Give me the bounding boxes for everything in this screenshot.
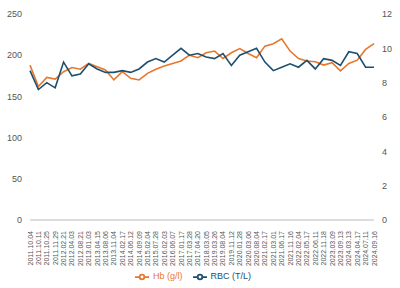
svg-text:2012.02.21: 2012.02.21 bbox=[60, 231, 67, 266]
svg-text:2016.06.07: 2016.06.07 bbox=[169, 231, 176, 266]
svg-text:2020.03.06: 2020.03.06 bbox=[245, 231, 252, 266]
svg-text:10: 10 bbox=[382, 44, 392, 54]
svg-text:200: 200 bbox=[8, 50, 22, 60]
svg-text:2013.11.04: 2013.11.04 bbox=[110, 231, 117, 266]
svg-text:2011.10.11: 2011.10.11 bbox=[35, 231, 42, 265]
svg-text:150: 150 bbox=[8, 92, 22, 102]
svg-text:100: 100 bbox=[8, 133, 22, 143]
svg-text:2022.11.18: 2022.11.18 bbox=[320, 231, 327, 266]
svg-text:2014.06.12: 2014.06.12 bbox=[127, 231, 134, 266]
svg-text:2021.06.17: 2021.06.17 bbox=[278, 231, 285, 266]
svg-text:2022.06.11: 2022.06.11 bbox=[312, 231, 319, 266]
svg-text:2016.02.03: 2016.02.03 bbox=[161, 231, 168, 266]
svg-text:2018.03.05: 2018.03.05 bbox=[203, 231, 210, 266]
svg-text:2021.02.17: 2021.02.17 bbox=[261, 231, 268, 266]
svg-text:2019.11.12: 2019.11.12 bbox=[228, 231, 235, 266]
svg-text:2015.07.28: 2015.07.28 bbox=[152, 231, 159, 266]
svg-text:2017.04.20: 2017.04.20 bbox=[194, 231, 201, 266]
svg-text:2015.02.04: 2015.02.04 bbox=[144, 231, 151, 266]
svg-text:2011.11.29: 2011.11.29 bbox=[52, 231, 59, 265]
svg-text:2020.01.28: 2020.01.28 bbox=[236, 231, 243, 266]
svg-text:2: 2 bbox=[382, 181, 387, 191]
svg-text:0: 0 bbox=[17, 215, 22, 225]
svg-text:250: 250 bbox=[8, 9, 22, 19]
svg-text:2023.03.09: 2023.03.09 bbox=[329, 231, 336, 266]
svg-text:4: 4 bbox=[382, 147, 387, 157]
svg-text:2011.10.04: 2011.10.04 bbox=[27, 231, 34, 266]
svg-text:2024.07.11: 2024.07.11 bbox=[362, 231, 369, 266]
svg-text:2020.08.04: 2020.08.04 bbox=[253, 231, 260, 266]
svg-text:2014.09.09: 2014.09.09 bbox=[136, 231, 143, 266]
svg-text:2021.11.16: 2021.11.16 bbox=[287, 231, 294, 266]
svg-text:2017.01.17: 2017.01.17 bbox=[178, 231, 185, 266]
svg-text:2024.03.13: 2024.03.13 bbox=[345, 231, 352, 266]
svg-text:2024.04.17: 2024.04.17 bbox=[354, 231, 361, 266]
svg-text:12: 12 bbox=[382, 9, 392, 19]
svg-text:2017.03.28: 2017.03.28 bbox=[186, 231, 193, 266]
svg-text:2013.08.06: 2013.08.06 bbox=[102, 231, 109, 266]
svg-text:2012.04.03: 2012.04.03 bbox=[68, 231, 75, 266]
svg-text:6: 6 bbox=[382, 112, 387, 122]
svg-text:2019.08.04: 2019.08.04 bbox=[219, 231, 226, 266]
svg-text:2023.09.13: 2023.09.13 bbox=[337, 231, 344, 266]
svg-text:0: 0 bbox=[382, 215, 387, 225]
svg-text:8: 8 bbox=[382, 78, 387, 88]
svg-text:2013.04.15: 2013.04.15 bbox=[94, 231, 101, 266]
svg-text:2013.01.03: 2013.01.03 bbox=[85, 231, 92, 266]
svg-text:2012.08.21: 2012.08.21 bbox=[77, 231, 84, 266]
svg-text:2011.10.25: 2011.10.25 bbox=[43, 231, 50, 266]
svg-text:2022.02.04: 2022.02.04 bbox=[295, 231, 302, 266]
svg-text:2014.02.17: 2014.02.17 bbox=[119, 231, 126, 266]
svg-text:2024.09.16: 2024.09.16 bbox=[371, 231, 378, 266]
svg-text:50: 50 bbox=[12, 174, 22, 184]
svg-text:2021.03.01: 2021.03.01 bbox=[270, 231, 277, 266]
svg-text:2022.05.17: 2022.05.17 bbox=[303, 231, 310, 266]
html-text:Hb (g/l): Hb (g/l) bbox=[153, 271, 183, 282]
svg-text:2019.03.26: 2019.03.26 bbox=[211, 231, 218, 266]
html-text:RBC (T/L): RBC (T/L) bbox=[210, 271, 251, 282]
